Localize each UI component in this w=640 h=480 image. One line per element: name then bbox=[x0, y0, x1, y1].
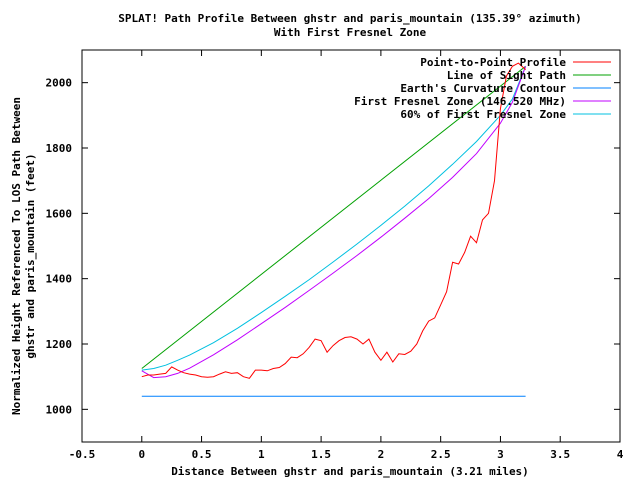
chart-title-line-2: With First Fresnel Zone bbox=[274, 26, 427, 39]
tick-layer: -0.5 0 0.5 1 1.5 2 2.5 3 3.5 4 1000 1200 1400 1600 180… bbox=[46, 50, 624, 461]
x-tick-label: 2.5 bbox=[431, 448, 451, 461]
x-tick-label: 4 bbox=[617, 448, 624, 461]
legend-label-1: Line of Sight Path bbox=[447, 69, 566, 82]
x-tick-label: 1 bbox=[258, 448, 265, 461]
x-tick-label: 3.5 bbox=[550, 448, 570, 461]
y-tick-label: 1600 bbox=[46, 207, 73, 220]
y-tick-label: 1200 bbox=[46, 338, 73, 351]
legend-label-3: First Fresnel Zone (146.520 MHz) bbox=[354, 95, 566, 108]
y-axis-label-line-2: ghstr and paris_mountain (feet) bbox=[24, 153, 37, 358]
plot-area: -0.5 0 0.5 1 1.5 2 2.5 3 3.5 4 1000 1200 1400 1600 180… bbox=[46, 49, 624, 461]
legend-label-0: Point-to-Point Profile bbox=[420, 56, 566, 69]
series-line-1 bbox=[141, 65, 526, 369]
series-line-3 bbox=[141, 66, 527, 379]
legend-label-2: Earth's Curvature Contour bbox=[400, 82, 566, 95]
x-tick-label: 1.5 bbox=[311, 448, 331, 461]
chart-title-line-1: SPLAT! Path Profile Between ghstr and pa… bbox=[118, 12, 582, 25]
x-tick-label: 0.5 bbox=[192, 448, 212, 461]
y-axis-label-line-1: Normalized Height Referenced To LOS Path… bbox=[10, 97, 23, 415]
x-axis-label: Distance Between ghstr and paris_mountai… bbox=[171, 465, 529, 478]
y-tick-label: 1000 bbox=[46, 403, 73, 416]
y-tick-label: 2000 bbox=[46, 77, 73, 90]
legend-label-4: 60% of First Fresnel Zone bbox=[400, 108, 566, 121]
x-tick-label: 2 bbox=[378, 448, 385, 461]
y-tick-label: 1800 bbox=[46, 142, 73, 155]
y-axis-label: Normalized Height Referenced To LOS Path… bbox=[10, 97, 37, 415]
x-tick-label: -0.5 bbox=[69, 448, 96, 461]
series-line-0 bbox=[141, 62, 526, 379]
y-tick-label: 1400 bbox=[46, 273, 73, 286]
series-line-4 bbox=[141, 66, 527, 371]
plot-frame bbox=[81, 49, 621, 443]
series-layer bbox=[141, 62, 527, 397]
x-tick-label: 3 bbox=[497, 448, 504, 461]
x-tick-label: 0 bbox=[138, 448, 145, 461]
